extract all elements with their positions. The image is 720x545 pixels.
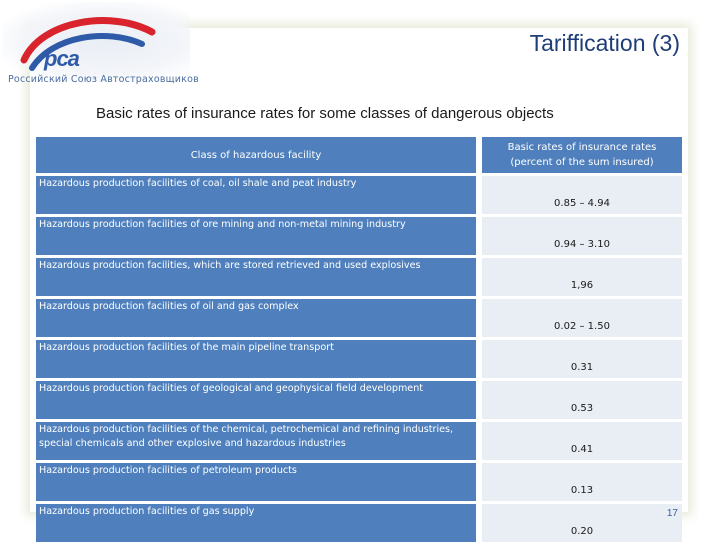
- table-row: Hazardous production facilities of geolo…: [36, 381, 682, 419]
- row-class: Hazardous production facilities of coal,…: [36, 176, 482, 214]
- row-rate: 0.94 – 3.10: [482, 217, 682, 255]
- header-rate: Basic rates of insurance rates (percent …: [482, 137, 682, 173]
- table-row: Hazardous production facilities of the m…: [36, 340, 682, 378]
- header-class: Class of hazardous facility: [36, 137, 482, 173]
- row-rate: 0.85 – 4.94: [482, 176, 682, 214]
- row-class: Hazardous production facilities of gas s…: [36, 504, 482, 542]
- row-class: Hazardous production facilities of geolo…: [36, 381, 482, 419]
- slide-number: 17: [666, 508, 678, 519]
- row-rate: 0.13: [482, 463, 682, 501]
- row-class: Hazardous production facilities of the c…: [36, 422, 482, 460]
- logo-letters: pca: [44, 46, 80, 71]
- row-rate: 0.41: [482, 422, 682, 460]
- table-row: Hazardous production facilities of oil a…: [36, 299, 682, 337]
- logo-swoosh-icon: [20, 17, 156, 71]
- table-row: Hazardous production facilities of coal,…: [36, 176, 682, 214]
- logo-text: Российский Союз Автостраховщиков: [8, 74, 199, 85]
- row-rate: 0.31: [482, 340, 682, 378]
- row-rate: 0.20: [482, 504, 682, 542]
- table-row: Hazardous production facilities of ore m…: [36, 217, 682, 255]
- rates-table: Class of hazardous facility Basic rates …: [36, 134, 682, 545]
- page-subtitle: Basic rates of insurance rates for some …: [96, 105, 554, 122]
- row-rate: 1,96: [482, 258, 682, 296]
- row-rate: 0.02 – 1.50: [482, 299, 682, 337]
- table-row: Hazardous production facilities, which a…: [36, 258, 682, 296]
- row-class: Hazardous production facilities, which a…: [36, 258, 482, 296]
- table-row: Hazardous production facilities of the c…: [36, 422, 682, 460]
- table-row: Hazardous production facilities of gas s…: [36, 504, 682, 542]
- table-row: Hazardous production facilities of petro…: [36, 463, 682, 501]
- page-title: Tariffication (3): [529, 30, 680, 56]
- row-class: Hazardous production facilities of oil a…: [36, 299, 482, 337]
- row-rate: 0.53: [482, 381, 682, 419]
- table-header-row: Class of hazardous facility Basic rates …: [36, 137, 682, 173]
- row-class: Hazardous production facilities of the m…: [36, 340, 482, 378]
- row-class: Hazardous production facilities of petro…: [36, 463, 482, 501]
- row-class: Hazardous production facilities of ore m…: [36, 217, 482, 255]
- rsa-logo: pca Российский Союз Автостраховщиков: [2, 2, 199, 106]
